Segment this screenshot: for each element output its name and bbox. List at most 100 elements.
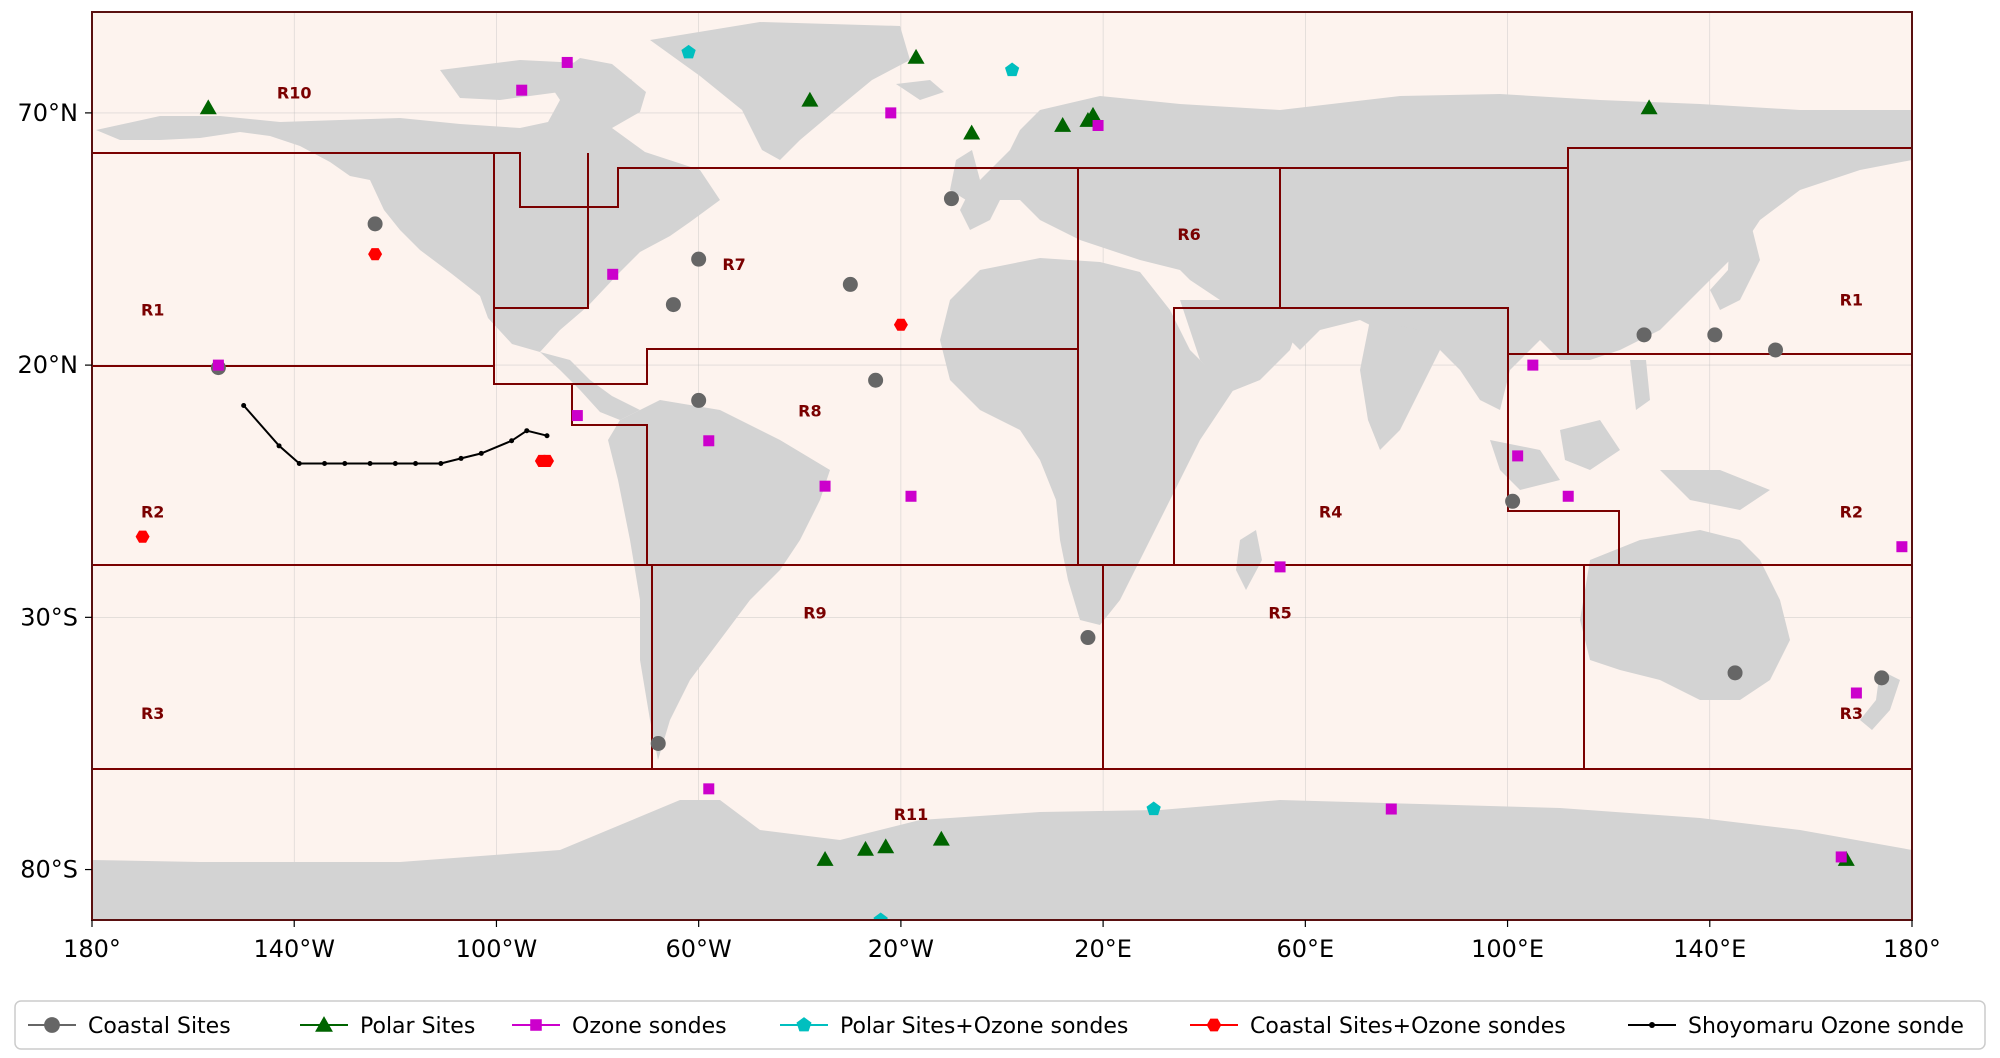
legend-label: Polar Sites xyxy=(360,1014,475,1039)
polar-site-marker xyxy=(857,840,874,856)
polar-ozone-marker xyxy=(681,44,696,59)
ozone-sonde-marker xyxy=(1274,561,1286,573)
land-masses xyxy=(92,22,1912,920)
ship-track-point xyxy=(1649,1022,1655,1028)
polar-ozone-marker xyxy=(1146,801,1161,816)
ship-track-point xyxy=(478,450,484,456)
coastal-site-marker xyxy=(943,191,959,207)
coastal-site-marker xyxy=(1707,327,1723,343)
region-label: R5 xyxy=(1268,603,1291,622)
y-tick-label: 20°N xyxy=(18,351,79,379)
x-tick-label: 180° xyxy=(63,935,121,963)
coastal-ozone-marker xyxy=(135,530,150,543)
coastal-site-marker xyxy=(665,297,681,313)
region-label: R9 xyxy=(803,603,826,622)
ship-track-point xyxy=(458,455,464,461)
region-boundary xyxy=(92,152,1078,208)
x-tick-label: 60°W xyxy=(666,935,732,963)
ship-track-line xyxy=(242,404,548,465)
plot-frame xyxy=(91,11,1913,921)
legend-label: Shoyomaru Ozone sonde xyxy=(1688,1014,1964,1039)
ozone-sonde-marker xyxy=(571,410,583,422)
region-boundary xyxy=(494,153,589,309)
ozone-sonde-marker xyxy=(212,359,224,371)
region-boundary xyxy=(1173,307,1912,565)
ozone-sonde-marker xyxy=(1385,803,1397,815)
ozone-sonde-marker xyxy=(703,435,715,447)
legend-label: Coastal Sites+Ozone sondes xyxy=(1250,1014,1566,1039)
region-label: R3 xyxy=(141,704,164,723)
landmass-borneo xyxy=(1560,420,1620,470)
landmass-australia xyxy=(1580,530,1790,700)
polar-site-marker xyxy=(877,838,895,854)
coastal-site-marker xyxy=(691,251,707,267)
polar-site-marker xyxy=(1054,117,1072,132)
site-markers xyxy=(135,44,1908,920)
landmass-south-america xyxy=(608,400,830,760)
landmass-india xyxy=(1360,320,1440,450)
coastal-site-marker xyxy=(44,1017,60,1033)
region-labels: R1 R1 R2 R2 R3 R3 R4 R5 R6 R7 R8 R9 R10 R11 xyxy=(141,84,1863,824)
polar-ozone-marker xyxy=(796,1017,812,1032)
region-label: R4 xyxy=(1319,502,1342,521)
landmass-arctic-islands xyxy=(440,60,632,100)
ship-track-point xyxy=(509,438,515,444)
landmass-iceland xyxy=(896,80,944,100)
coastal-site-marker xyxy=(1874,670,1890,686)
ship-track-point xyxy=(276,443,282,449)
landmass-madagascar xyxy=(1236,530,1262,590)
landmass-philippines xyxy=(1630,360,1650,410)
polar-site-marker xyxy=(816,850,834,866)
landmass-japan xyxy=(1710,220,1760,310)
polar-site-marker xyxy=(963,124,981,140)
ozone-sonde-marker xyxy=(1562,490,1574,502)
legend: Coastal Sites Polar Sites Ozone sondes Pola… xyxy=(14,1000,1986,1050)
ship-track-point xyxy=(367,460,373,466)
coastal-site-marker xyxy=(367,216,383,232)
polar-site-marker xyxy=(801,91,819,107)
ozone-sonde-marker xyxy=(703,783,715,795)
ozone-sonde-marker xyxy=(1850,687,1862,699)
legend-label: Ozone sondes xyxy=(572,1014,727,1039)
coastal-site-marker xyxy=(691,392,707,408)
region-label: R8 xyxy=(798,402,821,421)
ozone-sonde-marker xyxy=(607,268,619,280)
coastal-ozone-marker xyxy=(1206,1018,1222,1032)
polar-ozone-marker xyxy=(873,912,888,920)
coastal-site-marker xyxy=(650,735,666,751)
polar-site-marker xyxy=(1640,99,1658,115)
y-tick-label: 70°N xyxy=(18,99,79,127)
region-label: R11 xyxy=(894,805,929,824)
region-label: R7 xyxy=(722,255,745,274)
ship-track-point xyxy=(438,460,444,466)
ozone-sonde-marker xyxy=(530,1019,542,1031)
region-boundary xyxy=(1507,354,1620,565)
landmass-arabia xyxy=(1180,300,1300,392)
region-boundaries xyxy=(92,147,1912,770)
polar-site-marker xyxy=(932,830,950,846)
coastal-site-marker xyxy=(1727,665,1743,681)
x-tick-label: 100°E xyxy=(1471,935,1544,963)
legend-box xyxy=(14,1000,1986,1050)
polar-ozone-marker xyxy=(1005,62,1020,77)
coastal-ozone-marker xyxy=(893,318,908,331)
ship-track-point xyxy=(322,460,328,466)
region-boundary xyxy=(571,384,648,565)
ship-track-point xyxy=(241,402,247,408)
region-label: R1 xyxy=(141,301,164,320)
landmass-antarctica xyxy=(92,800,1912,920)
legend-label: Coastal Sites xyxy=(88,1014,231,1039)
landmass-new-zealand xyxy=(1860,670,1900,730)
coastal-site-marker xyxy=(1505,493,1521,509)
region-label: R2 xyxy=(141,502,164,521)
ship-track-point xyxy=(544,433,550,439)
landmass-north-america xyxy=(96,58,720,352)
polar-site-marker xyxy=(199,99,217,115)
ozone-sonde-marker xyxy=(905,490,917,502)
region-label: R1 xyxy=(1840,291,1863,310)
landmass-new-guinea xyxy=(1660,470,1770,510)
ozone-sonde-marker xyxy=(1092,120,1104,131)
ozone-sonde-marker xyxy=(516,84,528,96)
y-tick-label: 30°S xyxy=(20,603,78,631)
